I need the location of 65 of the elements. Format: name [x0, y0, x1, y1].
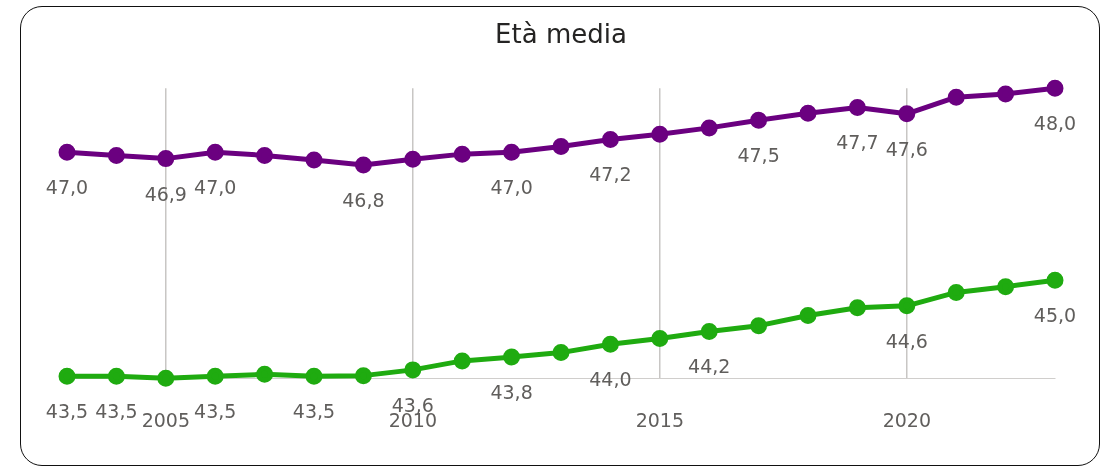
data-label: 43,5 [95, 400, 138, 423]
point [651, 330, 669, 348]
x-tick-label: 2020 [882, 408, 931, 431]
point [58, 367, 76, 385]
point [206, 143, 224, 161]
point [898, 105, 916, 123]
point [58, 143, 76, 161]
x-tick-label: 2005 [141, 408, 190, 431]
data-label: 47,2 [589, 163, 632, 186]
data-label: 47,6 [885, 137, 928, 160]
point [750, 111, 768, 129]
point [453, 145, 471, 163]
point [305, 367, 323, 385]
point [799, 104, 817, 122]
point [552, 137, 570, 155]
point [404, 361, 422, 379]
point [947, 88, 965, 106]
point [354, 156, 372, 174]
point [1046, 271, 1064, 289]
point [256, 146, 274, 164]
data-label: 43,5 [194, 400, 237, 423]
data-label: 48,0 [1033, 112, 1077, 135]
point [453, 352, 471, 370]
data-label: 43,5 [292, 400, 336, 423]
x-tick-label: 2015 [635, 408, 684, 431]
data-label: 47,0 [490, 176, 533, 199]
data-label: 47,0 [194, 176, 237, 199]
point [997, 85, 1015, 103]
point [404, 150, 422, 168]
point [750, 317, 768, 335]
data-label: 44,6 [885, 329, 928, 352]
point [601, 335, 619, 353]
data-label: 46,8 [342, 188, 385, 211]
point [898, 297, 916, 315]
point [206, 367, 224, 385]
data-label: 44,2 [688, 355, 731, 378]
point [305, 151, 323, 169]
point [256, 365, 274, 383]
point [947, 283, 965, 301]
point [107, 367, 125, 385]
data-label: 46,9 [144, 182, 187, 205]
data-label: 47,0 [45, 176, 89, 199]
point [799, 306, 817, 324]
point [107, 146, 125, 164]
point [552, 344, 570, 362]
data-label: 47,7 [836, 131, 879, 154]
point [601, 130, 619, 148]
point [503, 143, 521, 161]
point [848, 299, 866, 317]
point [651, 125, 669, 143]
point [1046, 79, 1064, 97]
chart-title: Età media [495, 19, 627, 50]
data-label: 47,5 [737, 144, 780, 167]
point [848, 98, 866, 116]
data-label: 43,5 [45, 400, 89, 423]
point [354, 367, 372, 385]
point [157, 369, 175, 387]
point [700, 322, 718, 340]
point [503, 348, 521, 366]
data-label: 45,0 [1033, 304, 1077, 327]
data-label: 43,8 [490, 381, 533, 404]
point [700, 119, 718, 137]
point [997, 278, 1015, 296]
data-label: 44,0 [589, 368, 632, 391]
point [157, 150, 175, 168]
